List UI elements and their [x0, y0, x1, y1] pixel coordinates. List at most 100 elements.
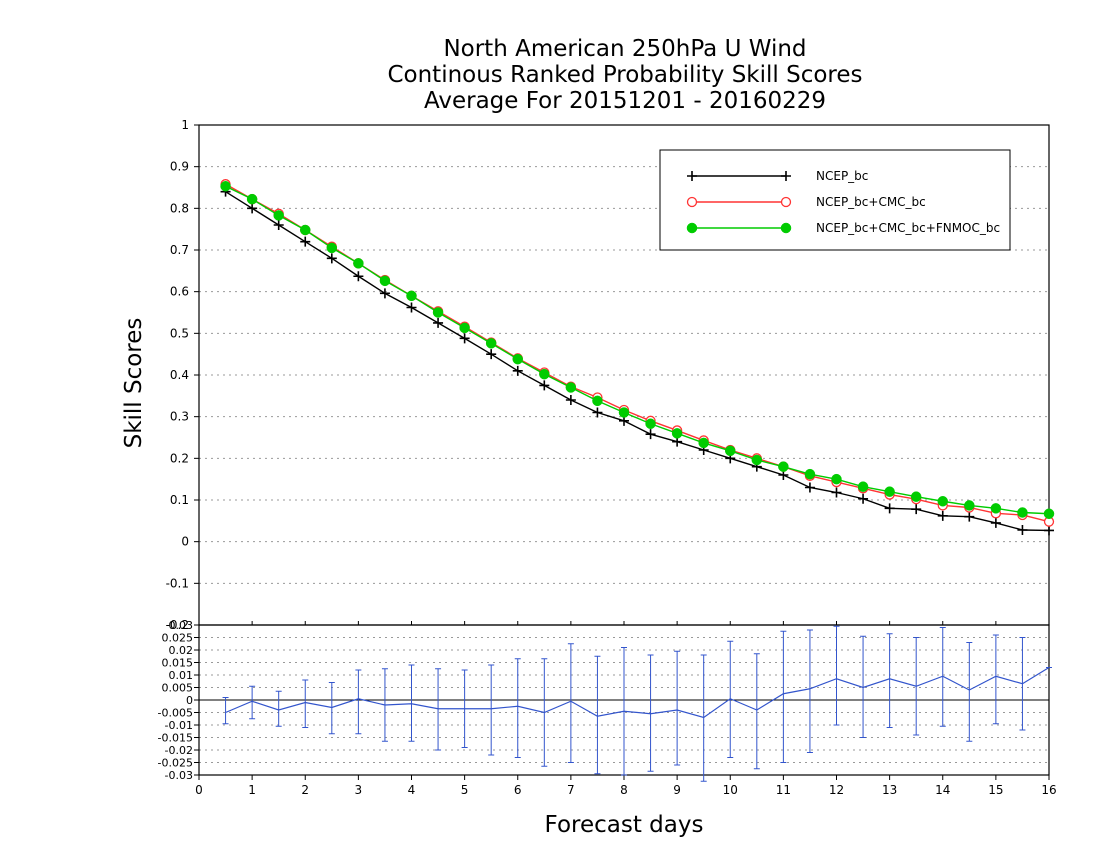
- legend-marker: [687, 171, 697, 181]
- difference-y-tick-label: 0.01: [169, 669, 194, 682]
- main-y-tick-label: 0.6: [170, 285, 189, 299]
- main-y-tick-label: 0.8: [170, 201, 189, 215]
- x-tick-label: 13: [882, 783, 897, 797]
- difference-y-tick-label: -0.03: [165, 769, 193, 782]
- main-y-tick-label: 0.9: [170, 160, 189, 174]
- x-tick-label: 2: [301, 783, 309, 797]
- main-y-ticks: 1 0.9 0.8 0.7 0.6 0.5 0.4 0.3 0.2 0.1 0 -0.1 -0.2: [166, 118, 199, 632]
- series-point: [804, 468, 816, 480]
- y-axis-label: Skill Scores: [121, 318, 147, 449]
- series-point: [725, 445, 736, 457]
- series-point: [273, 220, 284, 230]
- chart-title-line-2: Continous Ranked Probability Skill Score…: [387, 62, 863, 88]
- legend-box: [659, 149, 1011, 251]
- series-0: [220, 186, 1054, 536]
- series-point: [486, 349, 497, 360]
- x-tick-label: 10: [723, 783, 738, 797]
- series-point: [539, 380, 550, 391]
- series-point: [247, 203, 258, 214]
- series-point: [937, 496, 948, 507]
- series-point: [937, 510, 948, 521]
- difference-series: [222, 625, 1052, 782]
- series-point: [751, 454, 763, 466]
- difference-y-tick-label: -0.02: [165, 744, 193, 757]
- x-tick-label: 1: [248, 783, 256, 797]
- series-point: [592, 395, 603, 407]
- series-point: [512, 365, 523, 376]
- chart-title-line-3: Average For 20151201 - 20160229: [423, 88, 827, 114]
- series-point: [433, 317, 444, 328]
- difference-y-tick-label: 0.025: [162, 632, 194, 645]
- series-point: [858, 493, 869, 504]
- series-point: [1017, 507, 1028, 518]
- x-axis-label: Forecast days: [545, 812, 704, 838]
- difference-y-tick-label: -0.025: [158, 757, 193, 770]
- series-point: [379, 275, 391, 287]
- series-point: [964, 500, 975, 511]
- x-ticks: 0 1 2 3 4 5 6 7 8 9 10 11 12 13 14 15 16: [195, 621, 1057, 797]
- legend: NCEP_bc NCEP_bc+CMC_bc NCEP_bc+CMC_bc+FNMO…: [659, 149, 1011, 251]
- legend-label: NCEP_bc: [816, 169, 868, 183]
- series-point: [592, 407, 603, 418]
- series-point: [884, 486, 895, 497]
- series-point: [485, 338, 497, 349]
- x-tick-label: 15: [988, 783, 1003, 797]
- difference-y-tick-label: 0: [186, 694, 193, 707]
- series-2: [220, 181, 1055, 519]
- series-point: [1044, 525, 1054, 536]
- main-y-tick-label: 0.4: [170, 368, 189, 382]
- series-point: [698, 437, 709, 449]
- series-point: [990, 517, 1001, 528]
- chart-title: North American 250hPa U Wind Continous R…: [0, 36, 1100, 114]
- series-point: [910, 491, 922, 502]
- series-point: [804, 482, 815, 493]
- x-tick-label: 11: [776, 783, 791, 797]
- series-point: [645, 429, 656, 440]
- legend-label: NCEP_bc+CMC_bc: [816, 195, 926, 209]
- series-point: [857, 481, 869, 492]
- main-y-tick-label: 0.7: [170, 243, 189, 257]
- x-tick-label: 3: [355, 783, 363, 797]
- series-point: [565, 382, 577, 393]
- legend-marker: [780, 196, 792, 208]
- main-y-tick-label: 0: [181, 535, 189, 549]
- series-point: [1017, 525, 1028, 535]
- x-tick-label: 16: [1041, 783, 1056, 797]
- series-point: [406, 302, 417, 313]
- series-point: [326, 253, 337, 264]
- series-point: [911, 504, 922, 515]
- series-point: [645, 418, 656, 429]
- main-y-tick-label: 0.2: [170, 451, 189, 465]
- series-point: [618, 407, 630, 418]
- series-point: [273, 210, 284, 221]
- series-point: [300, 236, 311, 247]
- series-point: [831, 473, 842, 485]
- chart-title-line-1: North American 250hPa U Wind: [443, 36, 807, 62]
- x-tick-label: 12: [829, 783, 844, 797]
- legend-marker: [686, 222, 698, 234]
- main-y-tick-label: -0.2: [166, 618, 189, 632]
- difference-y-ticks: 0.030.0250.020.0150.010.0050-0.005-0.01-…: [158, 619, 199, 782]
- series-point: [778, 461, 789, 472]
- series-point: [884, 503, 895, 514]
- legend-marker: [781, 171, 791, 181]
- series-point: [353, 271, 364, 282]
- difference-y-tick-label: -0.005: [158, 707, 193, 720]
- difference-y-tick-label: 0.03: [169, 619, 194, 632]
- series-point: [353, 258, 364, 269]
- difference-line: [225, 666, 1050, 719]
- x-tick-label: 9: [673, 783, 681, 797]
- difference-y-tick-label: 0.005: [162, 682, 194, 695]
- series-point: [565, 395, 576, 405]
- main-y-tick-label: -0.1: [166, 576, 189, 590]
- x-tick-label: 14: [935, 783, 950, 797]
- series-point: [300, 224, 311, 236]
- difference-y-tick-label: 0.015: [162, 657, 194, 670]
- x-tick-label: 5: [461, 783, 469, 797]
- series-point: [512, 353, 523, 365]
- x-tick-label: 8: [620, 783, 628, 797]
- series-point: [831, 487, 842, 498]
- legend-label: NCEP_bc+CMC_bc+FNMOC_bc: [816, 221, 1000, 235]
- difference-y-tick-label: -0.01: [165, 719, 193, 732]
